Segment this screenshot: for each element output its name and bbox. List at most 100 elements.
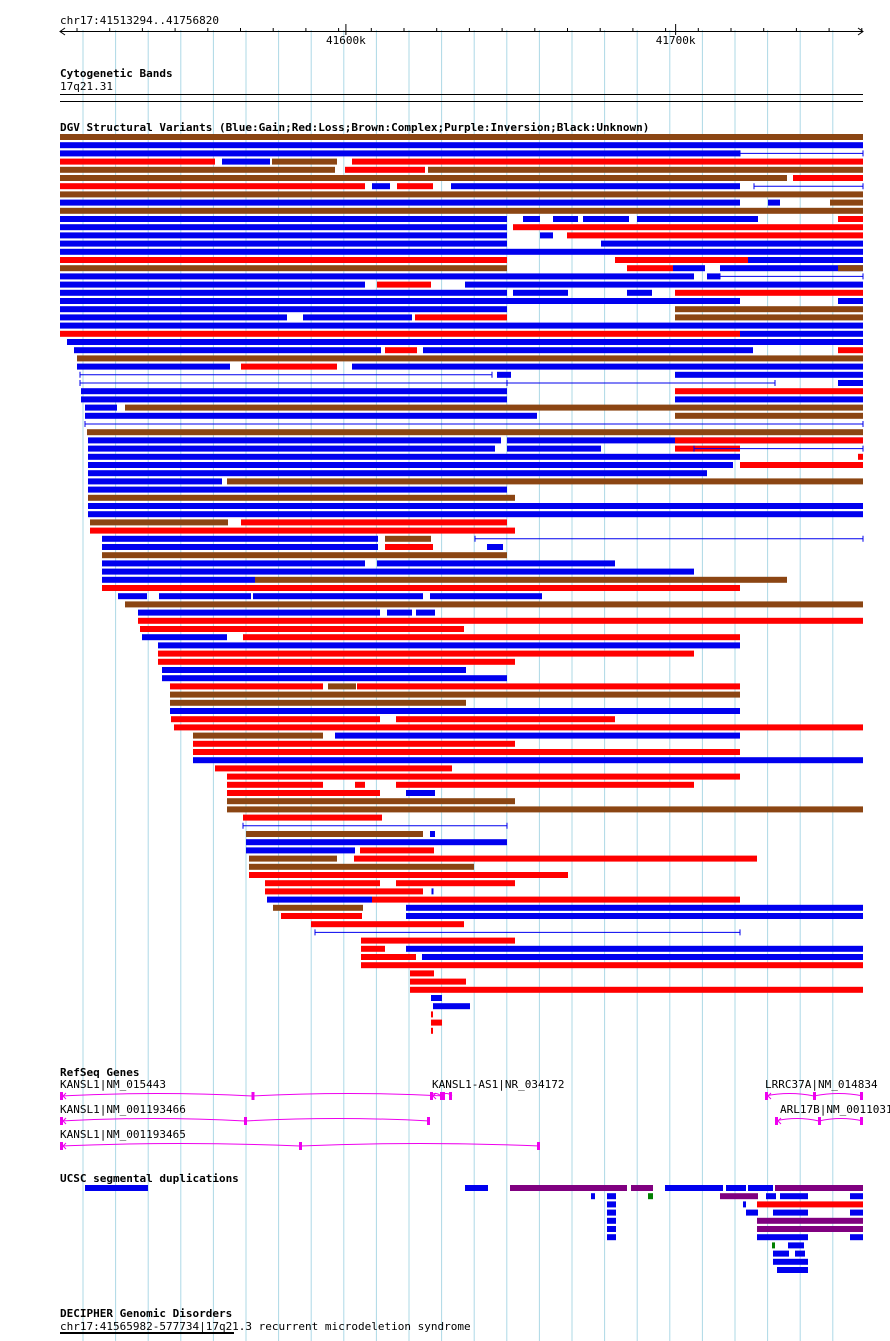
blue-feature-bar bbox=[406, 904, 863, 911]
gene-exon bbox=[60, 1117, 63, 1125]
blue-feature-bar bbox=[88, 462, 733, 468]
gene-label-kansl1-001193465[interactable]: KANSL1|NM_001193465 bbox=[60, 1128, 186, 1141]
blue-feature-bar bbox=[387, 609, 412, 616]
gene-label-lrrc37a[interactable]: LRRC37A|NM_014834 bbox=[765, 1078, 878, 1091]
blue-feature-bar bbox=[433, 1003, 470, 1010]
dgv-track-title[interactable]: DGV Structural Variants (Blue:Gain;Red:L… bbox=[60, 121, 649, 134]
blue-feature-bar bbox=[523, 216, 540, 222]
red-feature-bar bbox=[227, 773, 740, 780]
blue-feature-bar bbox=[102, 576, 255, 583]
red-feature-bar bbox=[281, 913, 362, 919]
red-feature-bar bbox=[158, 650, 694, 657]
blue-feature-bar bbox=[102, 568, 694, 575]
refseq-track-title[interactable]: RefSeq Genes bbox=[60, 1066, 139, 1079]
dgv-track[interactable] bbox=[60, 134, 864, 1034]
blue-feature-bar bbox=[487, 544, 503, 550]
gene-exon bbox=[430, 1092, 433, 1100]
brown-feature-bar bbox=[227, 798, 515, 805]
green-feature-bar bbox=[772, 1242, 775, 1249]
blue-feature-bar bbox=[591, 1193, 595, 1200]
ruler-tick-label: 41700k bbox=[656, 34, 696, 47]
red-feature-bar bbox=[215, 765, 452, 772]
red-feature-bar bbox=[513, 224, 863, 231]
blue-feature-bar bbox=[60, 199, 740, 206]
blue-feature-bar bbox=[607, 1226, 616, 1232]
blue-feature-bar bbox=[607, 1234, 616, 1241]
red-feature-bar bbox=[60, 183, 365, 190]
blue-feature-bar bbox=[637, 216, 650, 222]
decipher-feature-bar[interactable] bbox=[60, 1332, 234, 1334]
blue-feature-bar bbox=[303, 314, 412, 321]
blue-feature-bar bbox=[743, 1201, 746, 1208]
gene-exon bbox=[860, 1117, 863, 1125]
red-feature-bar bbox=[60, 330, 740, 337]
red-feature-bar bbox=[410, 978, 466, 985]
blue-feature-bar bbox=[540, 232, 553, 239]
blue-feature-bar bbox=[507, 445, 601, 452]
gene-exon bbox=[244, 1117, 247, 1125]
blue-feature-bar bbox=[222, 158, 270, 165]
brown-feature-bar bbox=[255, 576, 787, 583]
blue-feature-bar bbox=[431, 995, 442, 1001]
blue-feature-bar bbox=[788, 1242, 804, 1249]
brown-feature-bar bbox=[246, 831, 423, 837]
decipher-entry-label[interactable]: chr17:41565982-577734|17q21.3 recurrent … bbox=[60, 1320, 471, 1333]
blue-feature-bar bbox=[88, 470, 707, 477]
gene-exon bbox=[537, 1142, 540, 1150]
red-feature-bar bbox=[567, 232, 863, 239]
brown-feature-bar bbox=[60, 166, 335, 173]
red-feature-bar bbox=[193, 749, 740, 755]
blue-feature-bar bbox=[60, 298, 740, 304]
gene-label-kansl1-as1[interactable]: KANSL1-AS1|NR_034172 bbox=[432, 1078, 564, 1091]
red-feature-bar bbox=[431, 1027, 433, 1034]
gene-exon bbox=[818, 1117, 821, 1125]
red-feature-bar bbox=[396, 716, 615, 723]
brown-feature-bar bbox=[60, 265, 507, 272]
refseq-track[interactable]: KANSL1|NM_015443 KANSL1-AS1|NR_034172 LR… bbox=[59, 1078, 890, 1150]
cytoband-track-title[interactable]: Cytogenetic Bands bbox=[60, 67, 173, 80]
blue-feature-bar bbox=[673, 265, 705, 272]
red-feature-bar bbox=[627, 265, 673, 272]
gene-label-kansl1-015443[interactable]: KANSL1|NM_015443 bbox=[60, 1078, 166, 1091]
brown-feature-bar bbox=[385, 535, 431, 542]
gene-exon bbox=[775, 1117, 778, 1125]
purple-feature-bar bbox=[775, 1185, 863, 1191]
blue-feature-bar bbox=[60, 224, 507, 231]
red-feature-bar bbox=[311, 921, 464, 928]
blue-feature-bar bbox=[60, 150, 740, 157]
gene-exon bbox=[765, 1092, 768, 1100]
blue-feature-bar bbox=[607, 1201, 616, 1208]
red-feature-bar bbox=[227, 790, 380, 796]
blue-feature-bar bbox=[253, 593, 423, 600]
gene-exon bbox=[60, 1142, 63, 1150]
decipher-track-title[interactable]: DECIPHER Genomic Disorders bbox=[60, 1307, 232, 1320]
blue-feature-bar bbox=[162, 675, 507, 682]
brown-feature-bar bbox=[170, 699, 466, 706]
segdup-track[interactable] bbox=[85, 1185, 863, 1273]
red-feature-bar bbox=[249, 872, 568, 878]
blue-feature-bar bbox=[170, 708, 740, 714]
blue-feature-bar bbox=[118, 593, 147, 600]
region-label: chr17:41513294..41756820 bbox=[60, 14, 219, 27]
segdup-track-title[interactable]: UCSC segmental duplications bbox=[60, 1172, 239, 1185]
blue-feature-bar bbox=[60, 289, 507, 296]
brown-feature-bar bbox=[102, 552, 507, 559]
brown-feature-bar bbox=[60, 191, 863, 198]
blue-feature-bar bbox=[88, 453, 740, 460]
red-feature-bar bbox=[410, 970, 434, 977]
red-feature-bar bbox=[431, 1011, 433, 1018]
gene-label-arl17b[interactable]: ARL17B|NM_001103154 bbox=[780, 1103, 890, 1116]
blue-feature-bar bbox=[246, 839, 507, 846]
red-feature-bar bbox=[757, 1201, 863, 1208]
blue-feature-bar bbox=[768, 199, 780, 206]
cytoband-ideogram[interactable] bbox=[60, 94, 863, 102]
purple-feature-bar bbox=[757, 1226, 863, 1232]
blue-feature-bar bbox=[193, 757, 863, 764]
gene-label-kansl1-001193466[interactable]: KANSL1|NM_001193466 bbox=[60, 1103, 186, 1116]
blue-feature-bar bbox=[162, 667, 466, 673]
red-feature-bar bbox=[675, 388, 863, 395]
red-feature-bar bbox=[174, 724, 863, 731]
brown-feature-bar bbox=[675, 306, 863, 313]
brown-feature-bar bbox=[227, 478, 863, 485]
blue-feature-bar bbox=[60, 232, 507, 239]
